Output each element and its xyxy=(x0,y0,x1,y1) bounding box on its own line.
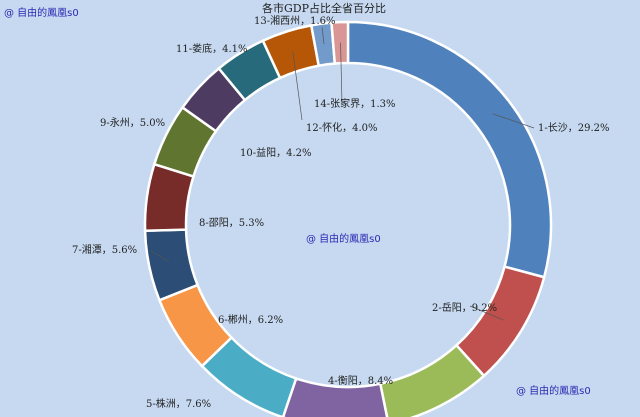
donut-slice-14 xyxy=(330,20,350,65)
slice-label-12: 12-怀化，4.0% xyxy=(306,121,378,134)
slice-label-11: 11-娄底，4.1% xyxy=(176,42,248,55)
slice-label-7: 7-湘潭，5.6% xyxy=(72,243,137,256)
slice-label-13: 13-湘西州，1.6% xyxy=(254,14,336,27)
slice-label-5: 5-株洲，7.6% xyxy=(146,397,211,410)
leader-line-7 xyxy=(149,249,170,263)
slice-label-6: 6-郴州，6.2% xyxy=(218,313,283,326)
leader-line-13 xyxy=(321,26,325,45)
slice-label-9: 9-永州，5.0% xyxy=(100,116,165,129)
chart-title: 各市GDP占比全省百分比 xyxy=(262,1,386,15)
leader-line-12 xyxy=(292,51,303,121)
slice-label-2: 2-岳阳，9.2% xyxy=(432,302,497,314)
slice-label-14: 14-张家界，1.3% xyxy=(314,97,396,110)
slice-label-8: 8-邵阳，5.3% xyxy=(199,217,264,229)
watermark-bottom-right: @ 自由的鳳凰s0 xyxy=(516,386,591,397)
leader-line-14 xyxy=(340,42,343,105)
slice-label-4: 4-衡阳，8.4% xyxy=(328,375,393,387)
leader-line-1 xyxy=(492,113,535,129)
watermark-center: @ 自由的鳳凰s0 xyxy=(306,234,381,245)
slice-label-1: 1-长沙，29.2% xyxy=(538,122,610,134)
watermark-top-left: @ 自由的鳳凰s0 xyxy=(4,8,79,19)
slice-label-10: 10-益阳，4.2% xyxy=(240,146,312,159)
leader-line-2 xyxy=(469,305,504,321)
